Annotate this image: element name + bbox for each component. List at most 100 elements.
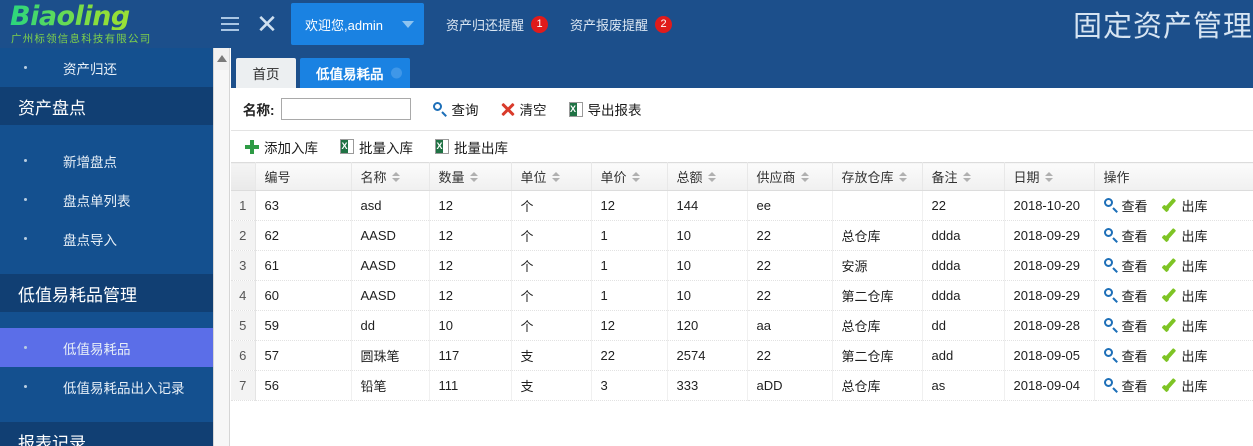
table-row[interactable]: 2 62 AASD 12 个 1 10 22 总仓库 ddda 2018-09-29 查看 出库: [231, 220, 1253, 251]
brand-logo[interactable]: Biaoling 广州标领信息科技有限公司: [0, 0, 213, 48]
cell-total: 10: [667, 280, 748, 311]
sort-arrows-icon[interactable]: [707, 171, 716, 182]
column-header-remark[interactable]: 备注: [922, 162, 1005, 191]
cell-store: 总仓库: [832, 370, 923, 401]
user-menu-label: 欢迎您,admin: [305, 17, 384, 33]
sidebar-item-asset-return[interactable]: 资产归还: [0, 48, 213, 87]
bullet-icon: [24, 198, 27, 201]
stock-out-button[interactable]: 出库: [1161, 256, 1208, 275]
scrollbar-track[interactable]: [214, 70, 229, 446]
view-button[interactable]: 查看: [1103, 316, 1148, 335]
cell-date: 2018-09-29: [1004, 280, 1095, 311]
sidebar-group-asset-inventory[interactable]: 资产盘点: [0, 87, 213, 125]
table-row[interactable]: 1 63 asd 12 个 12 144 ee 22 2018-10-20 查看 出库: [231, 190, 1253, 221]
export-report-button[interactable]: 导出报表: [568, 99, 642, 119]
column-header-name[interactable]: 名称: [351, 162, 430, 191]
tab-close-icon[interactable]: [390, 67, 402, 79]
sort-arrows-icon[interactable]: [551, 171, 560, 182]
chevron-down-icon: [402, 20, 414, 28]
user-menu-button[interactable]: 欢迎您,admin: [291, 3, 424, 45]
search-icon: [432, 102, 447, 117]
consumables-table: 编号 名称 数量 单位 单价 总额 供应商 存放仓库 备注 日期 操作 1 63 asd 12 个 12 144…: [231, 162, 1253, 401]
sort-arrows-icon[interactable]: [898, 171, 907, 182]
column-header-supplier[interactable]: 供应商: [747, 162, 833, 191]
cell-code: 59: [255, 310, 352, 341]
sidebar-item-consumables[interactable]: 低值易耗品: [0, 328, 213, 367]
tab-consumables[interactable]: 低值易耗品: [300, 58, 410, 88]
cell-store: 第二仓库: [832, 280, 923, 311]
chevron-up-icon[interactable]: [216, 55, 227, 62]
cell-remark: ddda: [922, 280, 1005, 311]
cell-unit: 个: [511, 280, 592, 311]
stock-out-button[interactable]: 出库: [1161, 346, 1208, 365]
column-header-store[interactable]: 存放仓库: [832, 162, 923, 191]
sidebar-item-inventory-list[interactable]: 盘点单列表: [0, 180, 213, 219]
sidebar-group-consumables[interactable]: 低值易耗品管理: [0, 274, 213, 312]
batch-stock-in-button[interactable]: 批量入库: [340, 137, 413, 157]
sort-arrows-icon[interactable]: [1044, 171, 1053, 182]
cell-code: 62: [255, 220, 352, 251]
stock-out-button-label: 出库: [1181, 258, 1208, 274]
view-button[interactable]: 查看: [1103, 346, 1148, 365]
cell-qty: 10: [429, 310, 512, 341]
column-header-qty[interactable]: 数量: [429, 162, 512, 191]
stock-out-button[interactable]: 出库: [1161, 196, 1208, 215]
sort-arrows-icon[interactable]: [631, 171, 640, 182]
top-bar: Biaoling 广州标领信息科技有限公司 ✕ 欢迎您,admin 资产归还提醒…: [0, 0, 1253, 48]
add-stock-in-button[interactable]: 添加入库: [245, 137, 318, 157]
stock-out-button[interactable]: 出库: [1161, 376, 1208, 395]
view-button[interactable]: 查看: [1103, 196, 1148, 215]
main-panel: 首页 低值易耗品 名称: 查询 清空 导出报表: [231, 48, 1253, 446]
logo-wordmark: Biaoling: [10, 3, 213, 30]
table-row[interactable]: 3 61 AASD 12 个 1 10 22 安源 ddda 2018-09-29 查看 出库: [231, 250, 1253, 281]
column-header-date[interactable]: 日期: [1004, 162, 1095, 191]
column-header-total[interactable]: 总额: [667, 162, 748, 191]
cell-qty: 12: [429, 250, 512, 281]
status-badge: 1: [531, 15, 549, 33]
table-row[interactable]: 6 57 圆珠笔 117 支 22 2574 22 第二仓库 add 2018-09-05 查看 出库: [231, 340, 1253, 371]
sort-arrows-icon[interactable]: [391, 171, 400, 182]
table-row[interactable]: 5 59 dd 10 个 12 120 aa 总仓库 dd 2018-09-28 查看 出库: [231, 310, 1253, 341]
table-row[interactable]: 4 60 AASD 12 个 1 10 22 第二仓库 ddda 2018-09-29 查看 出库: [231, 280, 1253, 311]
check-icon: [1161, 378, 1178, 393]
clear-button[interactable]: 清空: [500, 99, 547, 119]
view-button[interactable]: 查看: [1103, 256, 1148, 275]
check-icon: [1161, 258, 1178, 273]
sort-arrows-icon[interactable]: [800, 171, 809, 182]
tab-home[interactable]: 首页: [236, 58, 296, 88]
sort-arrows-icon[interactable]: [962, 171, 971, 182]
sidebar-item-consumables-records[interactable]: 低值易耗品出入记录: [0, 367, 213, 406]
query-button[interactable]: 查询: [432, 99, 479, 119]
tab-label: 首页: [252, 67, 280, 82]
reminder-asset-return[interactable]: 资产归还提醒 1: [446, 15, 549, 34]
table-header: 编号 名称 数量 单位 单价 总额 供应商 存放仓库 备注 日期 操作: [231, 162, 1253, 191]
cell-remark: 22: [922, 190, 1005, 221]
table-row[interactable]: 7 56 铅笔 111 支 3 333 aDD 总仓库 as 2018-09-04 查看 出库: [231, 370, 1253, 401]
hamburger-icon[interactable]: [213, 0, 247, 48]
cell-remark: dd: [922, 310, 1005, 341]
column-header-label: 存放仓库: [841, 170, 894, 185]
column-header-unit[interactable]: 单位: [511, 162, 592, 191]
sidebar-group-reports[interactable]: 报表记录: [0, 422, 213, 446]
sort-arrows-icon[interactable]: [469, 171, 478, 182]
column-header-price[interactable]: 单价: [591, 162, 668, 191]
close-icon[interactable]: ✕: [256, 9, 278, 39]
stock-out-button[interactable]: 出库: [1161, 316, 1208, 335]
stock-out-button[interactable]: 出库: [1161, 226, 1208, 245]
sidebar-item-new-inventory[interactable]: 新增盘点: [0, 141, 213, 180]
sidebar-spacer: [0, 406, 213, 422]
sidebar-item-inventory-import[interactable]: 盘点导入: [0, 219, 213, 258]
batch-stock-out-button[interactable]: 批量出库: [435, 137, 508, 157]
reminder-asset-scrap[interactable]: 资产报废提醒 2: [570, 15, 673, 34]
view-button[interactable]: 查看: [1103, 376, 1148, 395]
name-field-label: 名称:: [243, 103, 275, 118]
stock-out-button[interactable]: 出库: [1161, 286, 1208, 305]
magnifier-icon: [1103, 288, 1118, 304]
view-button-label: 查看: [1121, 348, 1148, 364]
cell-price: 22: [591, 340, 668, 371]
search-input[interactable]: [280, 98, 411, 120]
cell-total: 10: [667, 250, 748, 281]
sidebar-scrollbar[interactable]: [213, 48, 230, 446]
view-button[interactable]: 查看: [1103, 286, 1148, 305]
view-button[interactable]: 查看: [1103, 226, 1148, 245]
